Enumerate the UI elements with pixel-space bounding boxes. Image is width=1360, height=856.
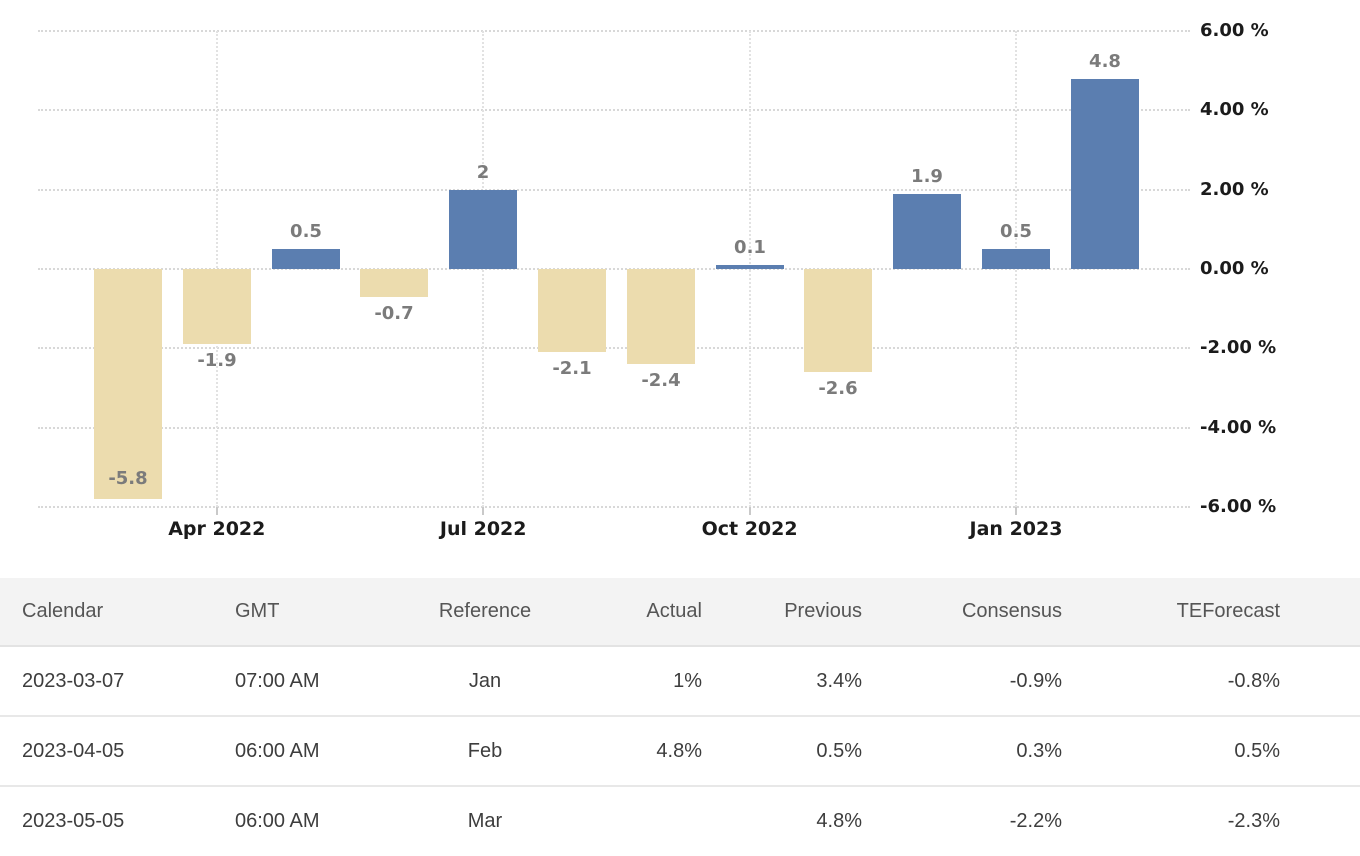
- x-axis-tick-label: Oct 2022: [701, 518, 798, 540]
- y-axis-tick-label: 4.00 %: [1200, 99, 1269, 120]
- table-row: 2023-04-05 06:00 AM Feb 4.8% 0.5% 0.3% 0.5%: [0, 716, 1360, 787]
- horizontal-gridline: [38, 347, 1190, 349]
- x-axis-tick-label: Apr 2022: [168, 518, 266, 540]
- bar-value-label: -2.4: [641, 370, 681, 391]
- bar-value-label: 4.8: [1089, 51, 1121, 72]
- x-axis-tick-label: Jan 2023: [969, 518, 1063, 540]
- cell-reference: Mar: [467, 810, 503, 832]
- bar-jul-2022[interactable]: [449, 190, 517, 269]
- bar-apr-2022[interactable]: [183, 269, 251, 344]
- bar-jun-2022[interactable]: [360, 269, 428, 297]
- bar-jan-2023[interactable]: [982, 249, 1050, 269]
- cell-gmt: 07:00 AM: [220, 646, 420, 717]
- table-row: 2023-03-07 07:00 AM Jan 1% 3.4% -0.9% -0.8%: [0, 646, 1360, 717]
- cell-teforecast: -0.8%: [1070, 646, 1360, 717]
- y-axis-tick-label: 6.00 %: [1200, 20, 1269, 41]
- column-header-consensus: Consensus: [870, 578, 1070, 647]
- cell-actual: 4.8%: [550, 716, 710, 787]
- x-axis-tick: [748, 507, 751, 515]
- bar-value-label: 1.9: [911, 166, 943, 187]
- bar-feb-2023[interactable]: [1071, 79, 1139, 269]
- table-header-row: Calendar GMT Reference Actual Previous Consen…: [0, 578, 1360, 647]
- y-axis-tick-label: -2.00 %: [1200, 337, 1277, 358]
- cell-previous: 3.4%: [710, 646, 870, 717]
- cell-calendar: 2023-04-05: [0, 716, 220, 787]
- bar-value-label: -5.8: [108, 468, 148, 489]
- monthly-change-bar-chart: -5.8 -1.9 0.5 -0.7 2 -2.1 -2.4 0.1 -2.6 1.9 0.5 4.8…: [38, 20, 1277, 540]
- vertical-gridline: [482, 31, 485, 507]
- cell-consensus: 0.3%: [870, 716, 1070, 787]
- cell-teforecast: 0.5%: [1070, 716, 1360, 787]
- y-axis-tick-label: 0.00 %: [1200, 258, 1269, 279]
- column-header-actual: Actual: [550, 578, 710, 647]
- chart-plot-area: -5.8 -1.9 0.5 -0.7 2 -2.1 -2.4 0.1 -2.6 1.9 0.5 4.8: [38, 30, 1190, 508]
- cell-actual: 1%: [550, 646, 710, 717]
- vertical-gridline: [1015, 31, 1017, 507]
- x-axis-tick: [1015, 507, 1017, 515]
- column-header-reference: Reference: [420, 578, 550, 647]
- x-axis-tick: [215, 507, 218, 515]
- bar-value-label: 0.5: [1000, 221, 1032, 242]
- cell-consensus: -2.2%: [1009, 810, 1062, 832]
- bar-value-label: 0.1: [734, 237, 766, 258]
- column-header-previous: Previous: [710, 578, 870, 647]
- cell-gmt: 06:00 AM: [235, 810, 320, 832]
- horizontal-gridline: [38, 109, 1190, 111]
- table-header: Calendar GMT Reference Actual Previous Consen…: [0, 578, 1360, 647]
- horizontal-gridline: [38, 30, 1190, 32]
- bar-may-2022[interactable]: [272, 249, 340, 269]
- cell-previous: 0.5%: [710, 716, 870, 787]
- cell-previous: 4.8%: [816, 810, 862, 832]
- bar-dec-2022[interactable]: [893, 194, 961, 269]
- x-axis-tick: [482, 507, 485, 515]
- table-body: 2023-03-07 07:00 AM Jan 1% 3.4% -0.9% -0.8% 202…: [0, 646, 1360, 856]
- cell-calendar: 2023-03-07: [0, 646, 220, 717]
- economic-calendar-table: Calendar GMT Reference Actual Previous Consen…: [0, 578, 1360, 856]
- bar-value-label: -1.9: [197, 350, 237, 371]
- bar-value-label: 0.5: [290, 221, 322, 242]
- x-axis-tick-label: Jul 2022: [439, 518, 527, 540]
- column-header-calendar: Calendar: [0, 578, 220, 647]
- cell-reference: Feb: [420, 716, 550, 787]
- cell-gmt: 06:00 AM: [220, 716, 420, 787]
- y-axis-tick-label: -4.00 %: [1200, 417, 1277, 438]
- vertical-gridline: [748, 31, 751, 507]
- cell-reference: Jan: [420, 646, 550, 717]
- horizontal-gridline: [38, 427, 1190, 429]
- horizontal-gridline: [38, 189, 1190, 191]
- bar-value-label: -2.6: [818, 378, 858, 399]
- bar-aug-2022[interactable]: [538, 269, 606, 352]
- bar-value-label: -2.1: [552, 358, 592, 379]
- bar-nov-2022[interactable]: [804, 269, 872, 372]
- table-row: 2023-05-05 06:00 AM Mar 4.8% -2.2% -2.3%: [0, 786, 1360, 856]
- cell-consensus: -0.9%: [870, 646, 1070, 717]
- column-header-gmt: GMT: [220, 578, 420, 647]
- y-axis-tick-label: 2.00 %: [1200, 179, 1269, 200]
- horizontal-gridline: [38, 506, 1190, 508]
- bar-sep-2022[interactable]: [627, 269, 695, 364]
- horizontal-gridline: [38, 268, 1190, 270]
- bar-oct-2022[interactable]: [716, 265, 784, 269]
- bar-value-label: -0.7: [374, 303, 414, 324]
- column-header-teforecast: TEForecast: [1070, 578, 1360, 647]
- bar-mar-2022[interactable]: [94, 269, 162, 499]
- cell-calendar: 2023-05-05: [22, 810, 125, 832]
- bar-value-label: 2: [476, 162, 490, 183]
- cell-teforecast: -2.3%: [1227, 810, 1280, 832]
- y-axis-tick-label: -6.00 %: [1200, 496, 1277, 517]
- cell-actual: [550, 786, 710, 856]
